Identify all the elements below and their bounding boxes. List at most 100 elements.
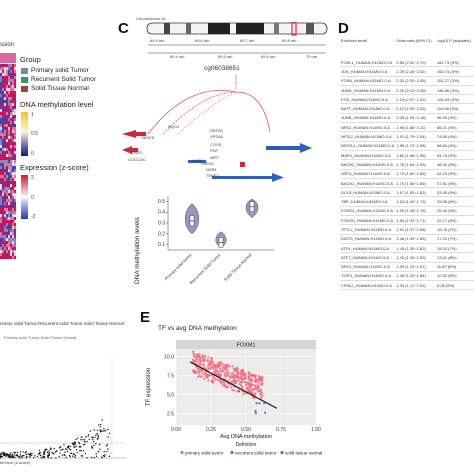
heatmap-cell xyxy=(2,145,4,148)
heatmap-cell xyxy=(0,196,2,199)
table-cell: TBP_HUMAN.H11MO.0.A xyxy=(340,196,396,207)
panel-b-point xyxy=(80,450,82,452)
table-cell: MAFK_HUMAN.H11MO.0.A xyxy=(340,150,396,161)
scatter-x-tick-label: 0.00 xyxy=(171,427,181,433)
heatmap-cell xyxy=(12,253,14,256)
heatmap-cell xyxy=(4,238,6,241)
heatmap-cell xyxy=(6,166,8,169)
heatmap-cell xyxy=(2,241,4,244)
heatmap-cell xyxy=(4,103,6,106)
table-cell: BACH2_HUMAN.H11MO.0.A xyxy=(340,159,396,170)
panel-b-point xyxy=(74,443,76,445)
table-cell: DDIT3_HUMAN.H11MO.0.A xyxy=(340,234,396,244)
panel-b-point xyxy=(100,430,102,432)
panel-b-plot xyxy=(0,358,126,459)
table-cell: BATF_HUMAN.H11MO.0.A xyxy=(340,103,396,114)
heatmap-cell xyxy=(12,211,14,214)
heatmap-cell xyxy=(10,205,12,208)
heatmap-cell xyxy=(2,127,4,130)
heatmap-cell xyxy=(12,166,14,169)
heatmap-cell xyxy=(14,172,16,175)
heatmap-cell xyxy=(14,235,16,238)
heatmap-cell xyxy=(0,217,2,220)
heatmap-cell xyxy=(0,139,2,142)
panel-b-point xyxy=(37,453,40,455)
table-cell: 126.43 (3%) xyxy=(435,94,474,105)
heatmap-cell xyxy=(0,229,2,232)
heatmap-cell xyxy=(0,73,2,76)
scatter-point-primary xyxy=(232,367,235,370)
heatmap-cell xyxy=(14,166,16,169)
heatmap-cell xyxy=(2,253,4,256)
heatmap-cell xyxy=(10,217,12,220)
heatmap-cell xyxy=(6,85,8,88)
panel-b-point xyxy=(76,451,78,454)
heatmap-cell xyxy=(2,106,4,109)
heatmap-cell xyxy=(2,178,4,181)
scatter-x-tick-label: 0.50 xyxy=(241,427,251,433)
heatmap-cell xyxy=(14,133,16,136)
heatmap-cell xyxy=(2,208,4,211)
panel-b-point xyxy=(93,456,95,459)
heatmap-cell xyxy=(10,160,12,163)
scatter-point-primary xyxy=(218,379,221,382)
scatter-point-primary xyxy=(212,381,215,384)
panel-b-point xyxy=(80,455,83,457)
gene-arrow-blue xyxy=(272,173,284,182)
heatmap-cell xyxy=(12,76,14,79)
panel-b-point xyxy=(93,444,95,447)
band-top: 69.6 mb xyxy=(195,38,210,43)
heatmap-cell xyxy=(12,208,14,211)
heatmap-cell xyxy=(2,160,4,163)
heatmap-cell xyxy=(8,151,10,154)
scatter-point-primary xyxy=(257,385,260,388)
panel-b-point xyxy=(88,438,91,440)
heatmap-cell xyxy=(14,256,16,259)
methylation-legend-title: DNA methylation level xyxy=(20,100,94,109)
scatter-point-primary xyxy=(228,375,231,378)
heatmap-cell xyxy=(10,202,12,205)
table-header: Enriched motif xyxy=(341,38,367,43)
scatter-point-primary xyxy=(248,375,251,378)
scatter-point-primary xyxy=(244,377,247,380)
scatter-point-primary xyxy=(214,367,217,370)
heatmap-cell xyxy=(10,196,12,199)
heatmap-cell xyxy=(0,235,2,238)
panel-b-point xyxy=(97,435,100,438)
panel-b-point xyxy=(8,456,10,459)
table-cell: 1.91 (1.79~2.04) xyxy=(395,131,436,142)
group-bar xyxy=(0,53,16,63)
heatmap-cell xyxy=(10,169,12,172)
heatmap-cell xyxy=(0,112,2,115)
panel-b-point xyxy=(43,456,46,459)
scatter-point-primary xyxy=(201,369,204,372)
heatmap-cell xyxy=(4,229,6,232)
table-cell: DLX3_HUMAN.H11MO.0.A xyxy=(340,187,396,198)
heatmap-cell xyxy=(14,127,16,130)
panel-a: ssion Group Primary solid Tumor Recurren… xyxy=(0,0,120,270)
heatmap-cell xyxy=(6,127,8,130)
probe-label: cg06038651 xyxy=(204,65,240,72)
panel-b-point xyxy=(76,449,78,451)
panel-b-point xyxy=(103,450,105,453)
table-cell: 1.33 (1.17~1.52) xyxy=(395,280,436,291)
scatter-point-primary xyxy=(212,376,215,380)
panel-b-point xyxy=(84,441,86,443)
heatmap-cell xyxy=(8,160,10,163)
heatmap-cell xyxy=(2,118,4,121)
table-cell: 17.22 (7%) xyxy=(435,234,474,244)
heatmap-cell xyxy=(14,106,16,109)
table-cell: NFE2L1_HUMAN.H11MO.0.A xyxy=(340,141,396,151)
panel-b-point xyxy=(25,451,27,453)
heatmap-cell xyxy=(12,175,14,178)
heatmap-cell xyxy=(6,193,8,196)
heatmap-cell xyxy=(0,70,2,73)
heatmap-cell xyxy=(14,211,16,214)
table-cell: 2.05 (1.93~2.18) xyxy=(395,113,436,124)
heatmap-cell xyxy=(6,211,8,214)
table-cell: 13.41 (8%) xyxy=(435,252,474,263)
heatmap-cell xyxy=(4,142,6,145)
panel-b-point xyxy=(72,455,74,457)
heatmap-cell xyxy=(12,154,14,157)
panel-b-point xyxy=(96,438,99,440)
